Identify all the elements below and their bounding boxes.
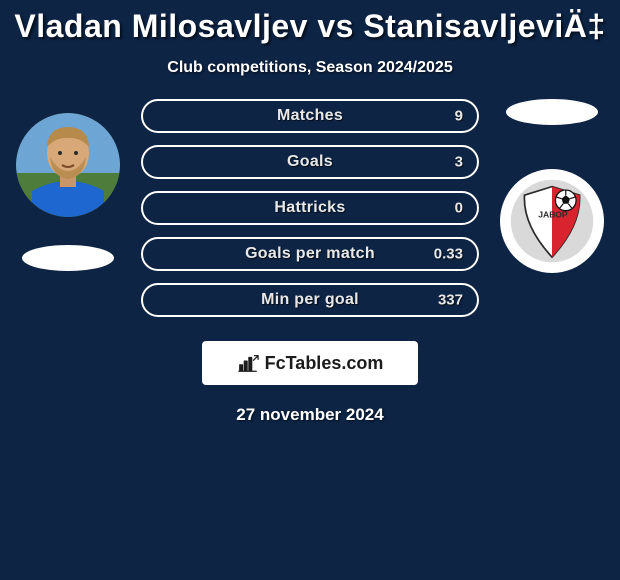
player-portrait-icon [16,113,120,217]
stat-label: Matches [277,107,343,125]
player-left-club-placeholder [22,245,114,271]
stat-value-right: 0.33 [434,246,463,263]
stat-row-hattricks: Hattricks 0 [141,191,479,225]
page-title: Vladan Milosavljev vs StanisavljeviÄ‡ [0,8,620,45]
stat-value-right: 0 [455,200,463,217]
compare-area: Matches 9 Goals 3 Hattricks 0 Goals per … [0,99,620,317]
stat-row-matches: Matches 9 [141,99,479,133]
stat-label: Hattricks [274,199,345,217]
stat-row-goals-per-match: Goals per match 0.33 [141,237,479,271]
stat-row-goals: Goals 3 [141,145,479,179]
stat-row-min-per-goal: Min per goal 337 [141,283,479,317]
stat-label: Goals per match [245,245,375,263]
brand-text: FcTables.com [265,353,384,374]
comparison-card: Vladan Milosavljev vs StanisavljeviÄ‡ Cl… [0,0,620,425]
stats-list: Matches 9 Goals 3 Hattricks 0 Goals per … [141,99,479,317]
player-right-photo-placeholder [506,99,598,125]
stat-label: Goals [287,153,333,171]
bar-chart-icon [237,352,259,374]
stat-value-right: 337 [438,292,463,309]
player-left-avatar [16,113,120,217]
player-right-club-badge: ЈАВОР [500,169,604,273]
stat-value-right: 3 [455,154,463,171]
player-right: ЈАВОР [497,99,607,273]
player-left [13,99,123,271]
subtitle: Club competitions, Season 2024/2025 [0,59,620,77]
brand-badge: FcTables.com [202,341,418,385]
stat-value-right: 9 [455,108,463,125]
club-badge-icon: ЈАВОР [509,178,595,264]
stat-label: Min per goal [261,291,359,309]
generated-date: 27 november 2024 [0,405,620,425]
